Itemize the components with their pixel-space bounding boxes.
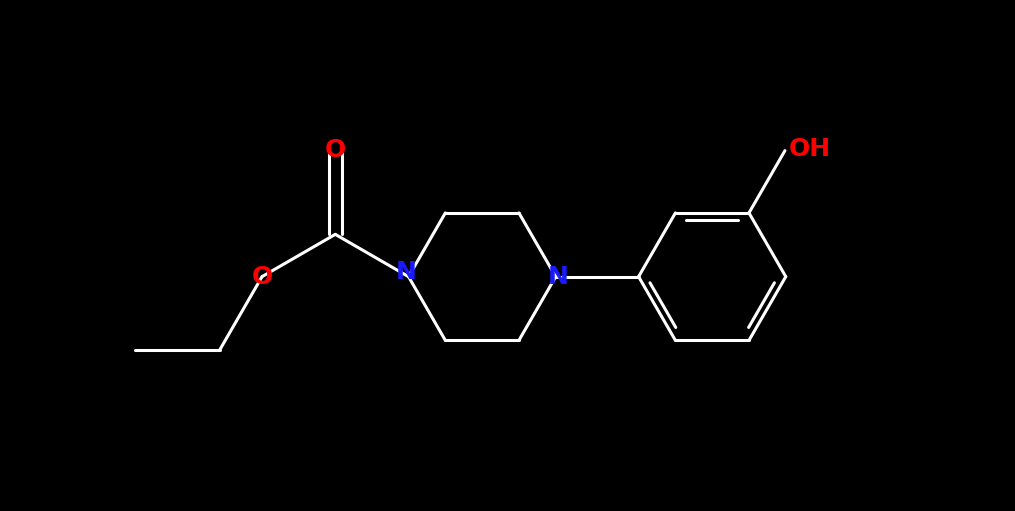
Text: N: N	[548, 265, 568, 289]
Text: O: O	[325, 138, 346, 162]
Text: O: O	[252, 265, 273, 289]
Text: OH: OH	[790, 137, 831, 161]
Text: N: N	[396, 261, 416, 285]
